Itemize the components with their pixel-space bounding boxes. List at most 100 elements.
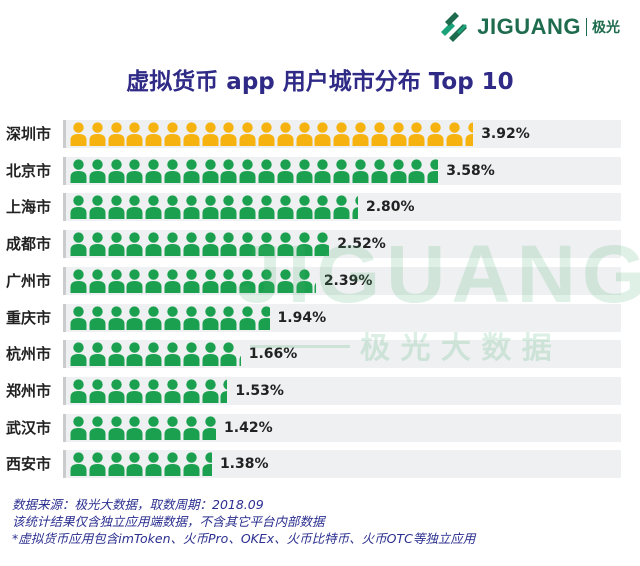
- person-icon: [89, 305, 106, 330]
- person-icon: [183, 195, 200, 220]
- person-icon: [296, 269, 313, 293]
- person-icon: [239, 159, 256, 183]
- category-label: 武汉市: [6, 418, 52, 437]
- person-icon: [333, 122, 350, 146]
- person-icon: [126, 269, 143, 293]
- person-icon: [126, 342, 143, 367]
- logo-chinese-name: 极光: [592, 20, 620, 36]
- person-icon: [183, 232, 200, 257]
- person-icon: [126, 415, 143, 440]
- person-icon: [108, 305, 125, 330]
- value-label: 1.94%: [277, 309, 327, 326]
- scope-note: 该统计结果仅含独立应用端数据，不含其它平台内部数据: [12, 514, 325, 529]
- category-label: 重庆市: [6, 308, 52, 327]
- person-icon: [126, 232, 143, 257]
- person-icon: [202, 305, 219, 330]
- person-icon: [108, 232, 125, 257]
- person-icon: [108, 122, 125, 146]
- person-icon: [164, 305, 181, 330]
- person-icon: [296, 232, 313, 257]
- person-icon: [277, 195, 294, 220]
- person-icon: [220, 232, 237, 257]
- person-icon: [220, 195, 237, 220]
- person-icon: [126, 452, 143, 477]
- person-icon: [258, 195, 275, 220]
- person-icon: [239, 195, 256, 220]
- value-label: 1.53%: [235, 382, 284, 399]
- person-icon: [108, 269, 125, 293]
- category-label: 上海市: [6, 198, 52, 217]
- person-icon: [108, 195, 125, 220]
- person-icon: [352, 196, 358, 220]
- person-icon: [258, 305, 270, 330]
- person-icon: [70, 415, 87, 440]
- bar-icons: [70, 269, 316, 293]
- person-icon: [390, 159, 407, 183]
- logo-wordmark: JIGUANG: [477, 14, 581, 39]
- bar-icons: [70, 159, 439, 183]
- person-icon: [277, 122, 294, 146]
- person-icon: [108, 452, 125, 477]
- person-icon: [220, 379, 228, 403]
- source-note: 数据来源：极光大数据，取数周期：2018.09: [12, 497, 264, 512]
- person-icon: [70, 195, 87, 220]
- person-icon: [258, 122, 275, 146]
- person-icon: [70, 159, 87, 183]
- person-icon: [126, 122, 143, 146]
- person-icon: [183, 379, 200, 403]
- person-icon: [239, 305, 256, 330]
- person-icon: [258, 232, 275, 257]
- person-icon: [126, 195, 143, 220]
- person-icon: [70, 342, 87, 367]
- chart-row: 深圳市 3.92%: [0, 118, 640, 150]
- person-icon: [89, 195, 106, 220]
- bar-icons: [70, 122, 474, 146]
- chart-row: 广州市 2.39%: [0, 265, 640, 297]
- category-label: 杭州市: [6, 345, 52, 364]
- person-icon: [220, 305, 237, 330]
- person-icon: [258, 159, 275, 183]
- category-label: 西安市: [6, 455, 52, 474]
- person-icon: [314, 159, 331, 183]
- person-icon: [89, 159, 106, 183]
- value-label: 2.80%: [365, 199, 415, 216]
- person-icon: [314, 195, 331, 220]
- person-icon: [126, 159, 143, 183]
- person-icon: [333, 195, 350, 220]
- value-label: 1.66%: [248, 346, 298, 363]
- person-icon: [220, 269, 237, 293]
- chart-row: 成都市 2.52%: [0, 228, 640, 260]
- footnotes: 数据来源：极光大数据，取数周期：2018.09 该统计结果仅含独立应用端数据，不…: [12, 496, 632, 547]
- person-icon: [70, 379, 87, 403]
- person-icon: [371, 159, 388, 183]
- person-icon: [183, 305, 200, 330]
- value-label: 1.38%: [219, 456, 269, 473]
- person-icon: [164, 159, 181, 183]
- value-label: 1.42%: [224, 419, 273, 436]
- person-icon: [145, 342, 162, 367]
- person-icon: [183, 122, 200, 146]
- person-icon: [333, 159, 350, 183]
- person-icon: [220, 159, 237, 183]
- person-icon: [352, 159, 369, 183]
- category-label: 广州市: [6, 271, 52, 290]
- person-icon: [202, 122, 219, 146]
- category-label: 北京市: [6, 161, 52, 180]
- person-icon: [145, 415, 162, 440]
- person-icon: [108, 342, 125, 367]
- value-label: 2.52%: [337, 236, 386, 253]
- person-icon: [390, 122, 407, 146]
- person-icon: [70, 122, 87, 146]
- person-icon: [89, 122, 106, 146]
- person-icon: [70, 232, 87, 257]
- chart-row: 上海市 2.80%: [0, 191, 640, 223]
- bar-icons: [70, 379, 228, 403]
- person-icon: [202, 415, 217, 440]
- person-icon: [352, 122, 369, 146]
- category-label: 深圳市: [6, 125, 52, 143]
- person-icon: [314, 232, 330, 257]
- chart-row: 杭州市 1.66%: [0, 338, 640, 370]
- person-icon: [183, 159, 200, 183]
- person-icon: [202, 379, 219, 403]
- person-icon: [126, 305, 143, 330]
